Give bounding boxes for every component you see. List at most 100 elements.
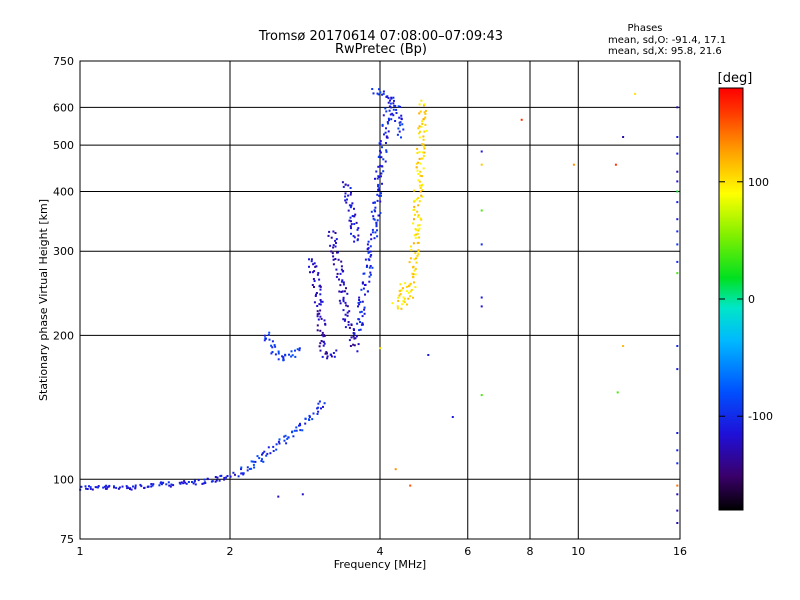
data-point [417, 127, 420, 130]
data-point [415, 229, 418, 232]
data-point [261, 453, 263, 456]
data-point [417, 179, 420, 182]
data-point [296, 348, 299, 351]
data-point [323, 402, 326, 405]
y-tick-label: 200 [53, 329, 74, 342]
data-point [316, 305, 319, 307]
data-point [346, 311, 349, 314]
data-point [151, 484, 154, 487]
data-point [358, 296, 361, 299]
data-point [91, 488, 94, 491]
data-point [363, 272, 366, 275]
data-point [372, 92, 375, 95]
data-point [345, 287, 347, 290]
data-point [229, 475, 232, 478]
data-point [369, 265, 372, 267]
data-point [387, 101, 390, 104]
data-point [347, 323, 350, 326]
data-point [386, 121, 389, 124]
data-point [622, 136, 625, 138]
data-point [277, 495, 280, 498]
data-point [330, 236, 333, 239]
data-point [413, 281, 415, 284]
data-point [399, 289, 402, 292]
data-point [396, 307, 399, 310]
data-point [378, 194, 381, 197]
data-point [381, 165, 383, 168]
data-point [421, 120, 423, 123]
data-point [252, 460, 255, 463]
data-point [419, 170, 422, 173]
data-point [422, 118, 425, 121]
data-point [396, 305, 399, 308]
data-point [676, 345, 679, 347]
data-point [310, 260, 313, 263]
data-point [126, 486, 129, 489]
data-point [267, 334, 270, 336]
data-point [402, 300, 405, 303]
data-point [246, 466, 249, 469]
data-point [416, 147, 419, 150]
data-point [340, 291, 343, 293]
data-point [150, 483, 153, 485]
data-point [572, 163, 575, 166]
data-point [407, 285, 410, 288]
data-point [349, 225, 352, 228]
data-point [332, 230, 335, 233]
data-point [161, 481, 164, 484]
data-point [676, 509, 679, 512]
data-point [622, 345, 625, 347]
data-point [271, 351, 274, 353]
data-point [308, 416, 311, 418]
data-point [329, 244, 332, 247]
data-point [375, 225, 378, 228]
data-point [129, 488, 131, 490]
data-point [382, 170, 385, 173]
data-point [258, 457, 261, 460]
data-point [365, 266, 368, 268]
data-point [422, 138, 425, 141]
data-point [397, 296, 400, 299]
data-point [385, 110, 388, 113]
data-point [342, 300, 345, 303]
data-point [268, 331, 271, 334]
data-point [278, 438, 281, 441]
data-point [311, 418, 314, 421]
data-point [418, 184, 421, 187]
data-point [406, 290, 409, 293]
data-point [371, 266, 374, 269]
data-point [361, 281, 364, 284]
data-point [423, 147, 426, 150]
data-point [340, 265, 343, 268]
data-point [414, 228, 417, 230]
data-point [390, 106, 393, 109]
data-point [102, 486, 105, 489]
data-point [350, 232, 352, 235]
data-point [319, 288, 322, 291]
data-point [140, 485, 143, 488]
data-point [283, 435, 286, 438]
data-point [85, 487, 87, 490]
data-point [215, 479, 218, 482]
data-point [356, 239, 359, 242]
data-point [423, 151, 426, 154]
data-point [335, 242, 337, 244]
data-point [415, 261, 418, 264]
data-point [409, 484, 412, 487]
x-tick-label: 4 [377, 545, 384, 558]
data-point [292, 435, 295, 438]
data-point [418, 157, 421, 160]
data-point [323, 319, 326, 322]
data-point [381, 182, 383, 185]
data-point [105, 484, 108, 487]
data-point [347, 194, 350, 197]
data-point [206, 477, 209, 480]
data-point [183, 480, 186, 483]
data-point [309, 271, 311, 274]
data-point [387, 122, 389, 125]
data-point [320, 317, 323, 320]
data-point [416, 242, 419, 244]
data-point [160, 481, 162, 484]
stats-header: Phases [627, 23, 662, 34]
